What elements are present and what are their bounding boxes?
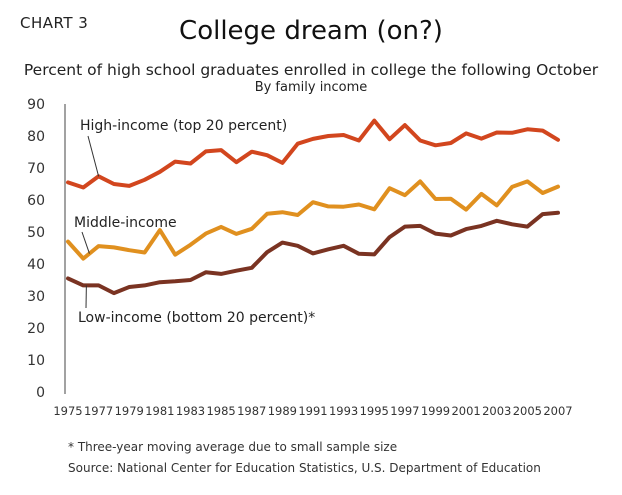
y-tick-label: 60	[27, 193, 45, 209]
chart-title: College dream (on?)	[179, 16, 443, 46]
series-leader-line-high-income	[87, 135, 100, 177]
x-tick-label: 1991	[298, 404, 327, 418]
x-tick-label: 1981	[145, 404, 174, 418]
y-tick-label: 20	[27, 321, 45, 337]
x-tick-label: 1987	[237, 404, 266, 418]
series-labels: High-income (top 20 percent) Middle-incom…	[74, 118, 315, 326]
chart-number-label: CHART 3	[20, 14, 89, 32]
y-tick-label: 50	[27, 225, 45, 241]
series-line-middle-income	[66, 179, 560, 261]
x-tick-label: 1985	[206, 404, 235, 418]
x-tick-label: 1995	[360, 404, 389, 418]
y-tick-label: 0	[36, 385, 45, 401]
x-tick-label: 1975	[53, 404, 82, 418]
series-leader-line-middle-income	[81, 231, 90, 254]
x-tick-label: 2007	[543, 404, 572, 418]
y-tick-label: 30	[27, 289, 45, 305]
chart-subtitle: Percent of high school graduates enrolle…	[23, 61, 599, 79]
chart-lines	[66, 118, 560, 296]
x-tick-label: 1989	[268, 404, 297, 418]
y-tick-label: 80	[27, 129, 45, 145]
series-label-middle-income: Middle-income	[74, 215, 177, 231]
x-tick-label: 2003	[482, 404, 511, 418]
x-tick-label: 1999	[421, 404, 450, 418]
series-label-high-income: High-income (top 20 percent)	[80, 118, 287, 134]
y-tick-label: 70	[27, 161, 45, 177]
y-tick-label: 90	[27, 97, 45, 113]
x-tick-label: 1997	[390, 404, 419, 418]
x-tick-label: 1977	[84, 404, 113, 418]
y-tick-label: 40	[27, 257, 45, 273]
x-tick-label: 2001	[451, 404, 480, 418]
series-label-low-income: Low-income (bottom 20 percent)*	[78, 310, 315, 326]
x-tick-label: 2005	[513, 404, 542, 418]
series-line-high-income	[66, 118, 560, 190]
x-tick-label: 1979	[115, 404, 144, 418]
series-line-low-income	[66, 210, 560, 296]
chart-subtitle-secondary: By family income	[254, 80, 368, 95]
footnote: * Three-year moving average due to small…	[68, 440, 398, 454]
source-note: Source: National Center for Education St…	[68, 461, 541, 475]
y-tick-label: 10	[27, 353, 45, 369]
x-tick-label: 1993	[329, 404, 358, 418]
x-tick-label: 1983	[176, 404, 205, 418]
